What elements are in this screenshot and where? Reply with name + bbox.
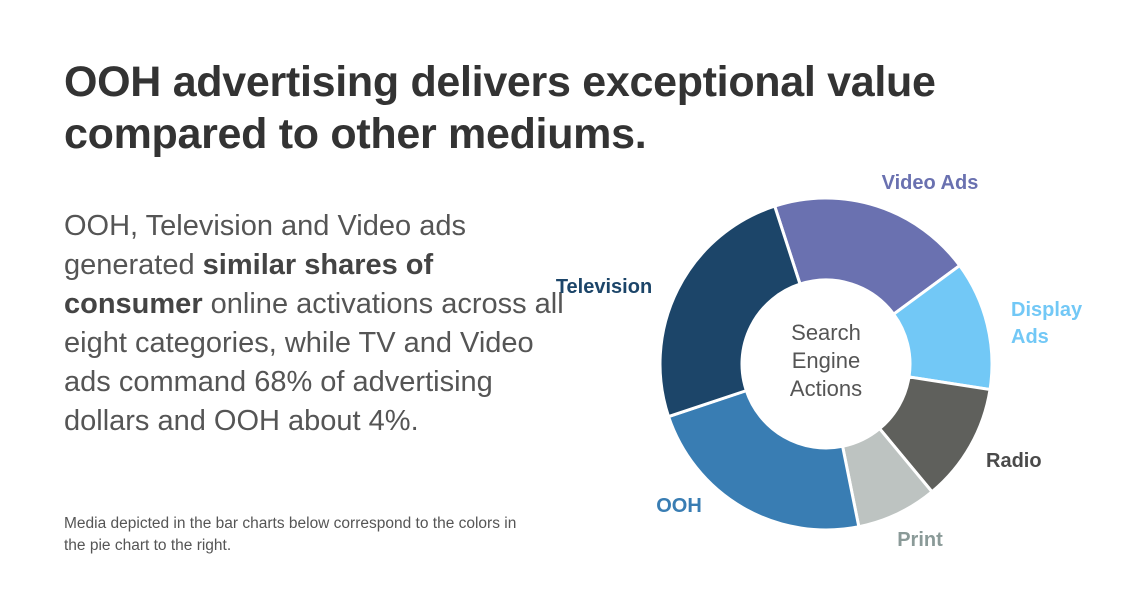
body-text-part-1: OOH, Television and Video ads generated <box>64 210 466 281</box>
label-display-ads: Display Ads <box>1011 299 1083 348</box>
page-title: OOH advertising delivers exceptional val… <box>64 56 1064 160</box>
slice-ooh <box>666 388 861 532</box>
slice-video-ads <box>772 196 962 317</box>
slice-television <box>658 204 802 419</box>
label-ooh: OOH <box>656 495 702 517</box>
body-paragraph: OOH, Television and Video ads generated … <box>64 207 564 441</box>
slice-labels: Video Ads Display Ads Radio Print OOH Televisi… <box>556 172 1083 551</box>
label-television: Television <box>556 276 652 298</box>
label-print: Print <box>897 529 943 551</box>
center-label: Search Engine Actions <box>790 320 862 401</box>
body-text-bold: similar shares of consumer <box>64 249 434 320</box>
body-text-part-2: online activations across all eight cate… <box>64 288 564 437</box>
title-line-1: OOH advertising delivers exceptional val… <box>64 58 936 106</box>
label-video-ads: Video Ads <box>882 172 979 194</box>
title-line-2: compared to other mediums. <box>64 110 647 158</box>
label-radio: Radio <box>986 450 1042 472</box>
footnote: Media depicted in the bar charts below c… <box>64 515 517 554</box>
donut-slices <box>658 196 994 532</box>
